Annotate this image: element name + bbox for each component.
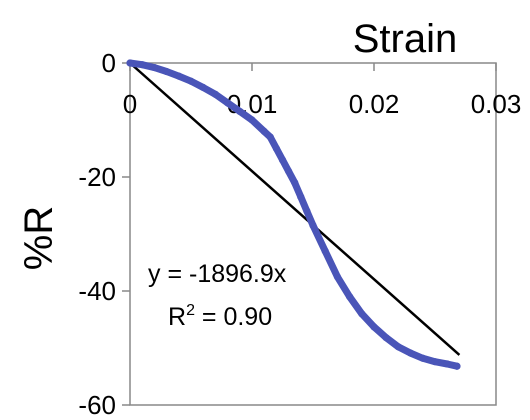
data-point bbox=[346, 293, 354, 301]
data-point bbox=[333, 273, 341, 281]
data-point bbox=[260, 127, 268, 135]
r2-r: R bbox=[168, 303, 186, 331]
data-point bbox=[163, 67, 171, 76]
data-point bbox=[175, 72, 183, 80]
data-point bbox=[370, 323, 378, 331]
x-tick-label: 0.03 bbox=[471, 89, 522, 119]
data-point bbox=[407, 349, 415, 357]
data-point bbox=[285, 167, 293, 175]
data-point bbox=[266, 133, 274, 141]
x-tick-label: 0.02 bbox=[349, 89, 400, 119]
data-point bbox=[419, 354, 427, 362]
y-tick-label: -40 bbox=[78, 276, 116, 306]
data-point bbox=[453, 362, 461, 370]
data-point bbox=[431, 358, 439, 366]
y-axis-label: %R bbox=[17, 206, 61, 270]
y-tick-label: -20 bbox=[78, 162, 116, 192]
data-point bbox=[236, 107, 244, 116]
r2-superscript: 2 bbox=[186, 302, 195, 319]
data-point bbox=[126, 59, 134, 67]
data-point bbox=[309, 221, 317, 230]
data-point bbox=[138, 61, 146, 69]
data-point bbox=[303, 207, 311, 215]
data-point bbox=[443, 360, 451, 368]
y-tick-label: -60 bbox=[78, 390, 116, 420]
data-point bbox=[297, 193, 305, 201]
data-point bbox=[291, 179, 299, 187]
x-axis: 0 0.01 0.02 0.03 bbox=[123, 63, 522, 119]
trendline-equation: y = -1896.9x bbox=[148, 260, 287, 288]
data-point bbox=[187, 77, 195, 85]
x-axis-label: Strain bbox=[353, 17, 458, 61]
data-point bbox=[199, 83, 207, 92]
data-point bbox=[278, 156, 287, 164]
data-point bbox=[211, 90, 219, 98]
x-tick-label: 0 bbox=[123, 89, 137, 119]
data-point bbox=[382, 334, 390, 342]
data-point bbox=[394, 343, 402, 351]
y-tick-label: 0 bbox=[102, 48, 116, 78]
data-series bbox=[126, 59, 461, 370]
data-point bbox=[321, 247, 329, 255]
trendline-r-squared: R2 = 0.90 bbox=[168, 302, 272, 331]
y-axis: 0 -20 -40 -60 bbox=[78, 48, 130, 420]
trendline bbox=[129, 62, 461, 356]
data-point bbox=[358, 310, 366, 318]
plot-area bbox=[129, 62, 497, 406]
data-point bbox=[150, 63, 158, 72]
r2-value: = 0.90 bbox=[195, 303, 272, 331]
data-point bbox=[248, 116, 256, 124]
data-point bbox=[272, 144, 280, 153]
data-point bbox=[224, 99, 232, 107]
